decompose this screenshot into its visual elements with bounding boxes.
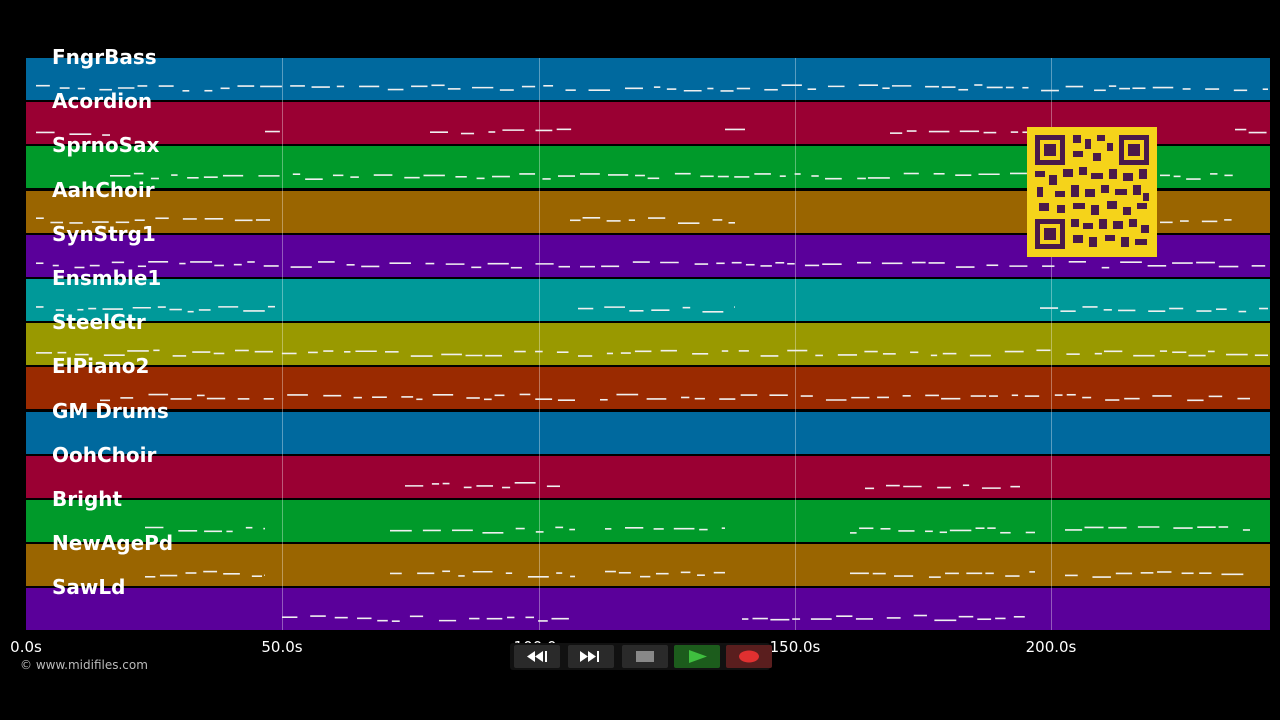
track-lane bbox=[26, 455, 1270, 498]
track-name: OohChoir bbox=[52, 442, 157, 467]
track-name: SawLd bbox=[52, 575, 126, 600]
stop-icon bbox=[636, 651, 654, 662]
track-name: Ensmble1 bbox=[52, 266, 162, 290]
tick-label: 200.0s bbox=[1025, 638, 1077, 656]
copyright-text: © www.midifiles.com bbox=[20, 658, 148, 672]
time-gridline bbox=[539, 58, 540, 630]
track-lane bbox=[26, 588, 1270, 631]
stop-button[interactable] bbox=[622, 645, 668, 668]
track-lane bbox=[26, 411, 1270, 454]
track-name: GM Drums bbox=[52, 398, 169, 423]
fast-forward-icon bbox=[580, 651, 599, 662]
track-name: SteelGtr bbox=[52, 310, 146, 335]
track-lane bbox=[26, 500, 1270, 542]
track-lane bbox=[26, 367, 1270, 410]
track-name: SprnoSax bbox=[52, 133, 160, 158]
rewind-icon bbox=[527, 651, 547, 662]
tick-label: 0.0s bbox=[10, 638, 42, 656]
fast-forward-button[interactable] bbox=[568, 645, 614, 668]
track-name: Bright bbox=[52, 487, 123, 511]
qr-code-icon bbox=[1027, 127, 1157, 257]
record-icon bbox=[739, 650, 759, 663]
track-lane bbox=[26, 279, 1270, 321]
track-lane bbox=[26, 544, 1270, 587]
track-name: ElPiano2 bbox=[52, 354, 150, 379]
record-button[interactable] bbox=[726, 645, 772, 668]
track-lane bbox=[26, 58, 1270, 100]
tick-label: 150.0s bbox=[769, 638, 821, 656]
track-name: NewAgePd bbox=[52, 531, 174, 556]
track-name: Acordion bbox=[52, 89, 153, 114]
play-icon bbox=[689, 650, 707, 663]
play-button[interactable] bbox=[674, 645, 720, 668]
time-gridline bbox=[795, 58, 796, 630]
track-name: SynStrg1 bbox=[52, 221, 156, 246]
tick-label: 50.0s bbox=[261, 638, 303, 656]
time-gridline bbox=[282, 58, 283, 630]
track-name: FngrBass bbox=[52, 45, 157, 69]
track-lane bbox=[26, 323, 1270, 366]
transport-bar bbox=[510, 643, 772, 670]
time-gridline bbox=[1051, 58, 1052, 630]
track-name: AahChoir bbox=[52, 177, 155, 202]
rewind-button[interactable] bbox=[514, 645, 560, 668]
